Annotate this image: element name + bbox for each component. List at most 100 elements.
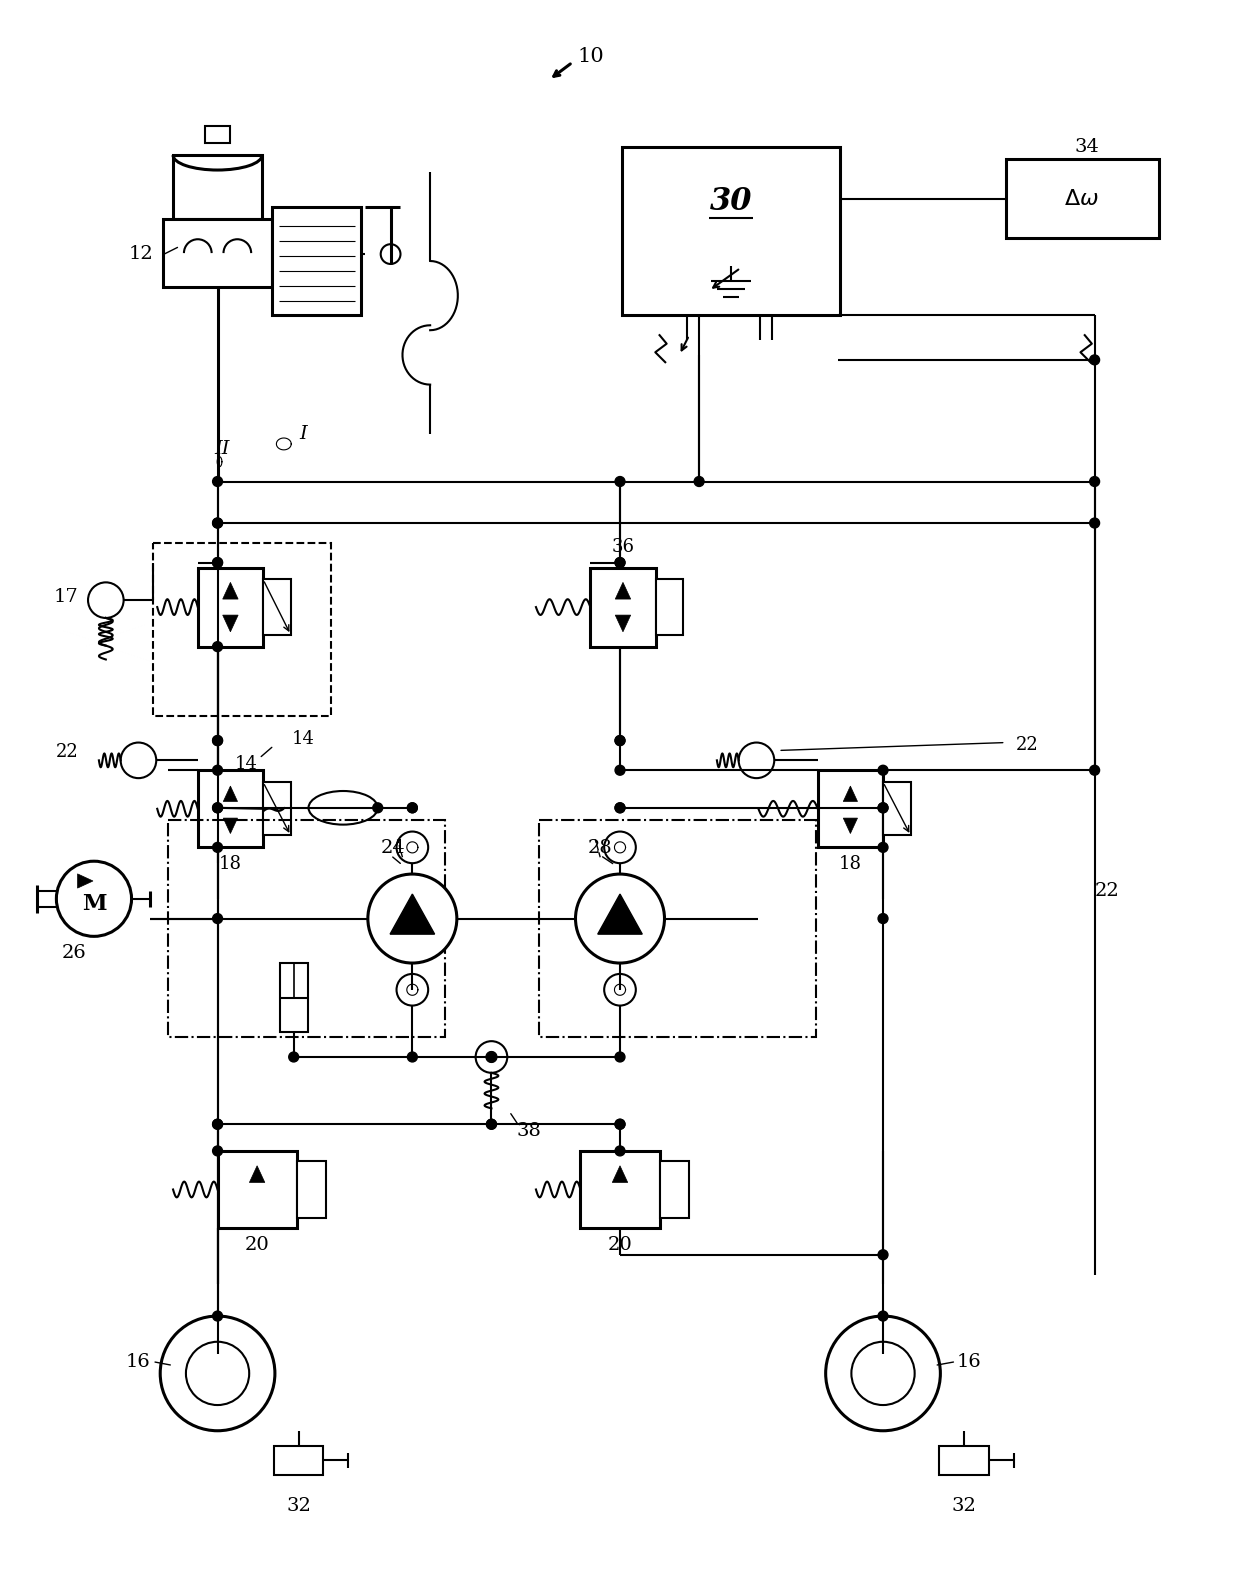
Bar (296, 1161, 326, 1218)
Text: 10: 10 (577, 47, 604, 66)
Text: 12: 12 (129, 245, 154, 263)
Bar (217, 1152, 296, 1228)
Circle shape (878, 1250, 888, 1259)
Circle shape (615, 1145, 625, 1156)
Text: 14: 14 (291, 729, 315, 748)
Bar (198, 568, 263, 647)
Circle shape (486, 1120, 496, 1130)
Text: 22: 22 (56, 744, 78, 761)
Circle shape (212, 517, 222, 528)
Text: M: M (82, 892, 107, 914)
Circle shape (615, 766, 625, 775)
Circle shape (408, 804, 418, 813)
Bar (590, 568, 656, 647)
Circle shape (408, 1052, 418, 1062)
Text: 20: 20 (608, 1236, 632, 1255)
Circle shape (878, 804, 888, 813)
Polygon shape (843, 818, 858, 834)
Bar (817, 770, 883, 848)
Circle shape (615, 1120, 625, 1130)
Polygon shape (223, 786, 238, 802)
Circle shape (373, 804, 383, 813)
Polygon shape (598, 894, 642, 933)
Circle shape (878, 1311, 888, 1321)
Polygon shape (249, 1166, 265, 1182)
Circle shape (615, 476, 625, 486)
Bar (274, 1446, 324, 1476)
Circle shape (212, 766, 222, 775)
Bar (940, 1446, 988, 1476)
Circle shape (615, 557, 625, 568)
Circle shape (486, 1052, 496, 1062)
Circle shape (56, 861, 131, 937)
Bar (164, 220, 272, 286)
Circle shape (212, 642, 222, 652)
Circle shape (1090, 354, 1100, 365)
Circle shape (289, 1052, 299, 1062)
Text: 16: 16 (956, 1353, 981, 1370)
Circle shape (878, 843, 888, 853)
Bar (154, 543, 331, 715)
Bar (205, 125, 231, 144)
Polygon shape (78, 873, 93, 888)
Circle shape (615, 557, 625, 568)
Circle shape (615, 736, 625, 745)
Text: 24: 24 (381, 838, 405, 857)
Bar (622, 147, 839, 315)
Bar (580, 1152, 660, 1228)
Circle shape (615, 804, 625, 813)
Polygon shape (615, 582, 631, 600)
Polygon shape (843, 786, 858, 802)
Text: $\Delta\omega$: $\Delta\omega$ (1064, 188, 1099, 210)
Text: 36: 36 (611, 538, 635, 555)
Circle shape (878, 804, 888, 813)
Circle shape (212, 1145, 222, 1156)
Circle shape (615, 1052, 625, 1062)
Polygon shape (223, 582, 238, 600)
Text: I: I (300, 426, 308, 443)
Text: 22: 22 (1095, 881, 1120, 900)
Circle shape (878, 766, 888, 775)
Polygon shape (615, 615, 631, 631)
Circle shape (212, 1120, 222, 1130)
Circle shape (486, 1120, 496, 1130)
Text: 34: 34 (1074, 138, 1099, 157)
Polygon shape (223, 615, 238, 631)
Bar (263, 579, 290, 634)
Circle shape (212, 517, 222, 528)
Circle shape (408, 804, 418, 813)
Bar (883, 782, 910, 835)
Circle shape (615, 736, 625, 745)
Text: 32: 32 (286, 1497, 311, 1516)
Text: II: II (215, 440, 231, 457)
Bar (660, 1161, 689, 1218)
Circle shape (1090, 766, 1100, 775)
Bar (272, 207, 361, 315)
Text: 14: 14 (234, 755, 258, 774)
Text: 32: 32 (951, 1497, 977, 1516)
Circle shape (368, 875, 456, 963)
Text: 18: 18 (839, 856, 862, 873)
Circle shape (212, 1120, 222, 1130)
Circle shape (212, 1311, 222, 1321)
Bar (539, 819, 816, 1038)
Text: 16: 16 (125, 1353, 150, 1370)
Circle shape (212, 843, 222, 853)
Text: 22: 22 (1016, 736, 1038, 753)
Circle shape (878, 914, 888, 924)
Circle shape (212, 914, 222, 924)
Circle shape (212, 804, 222, 813)
Text: 38: 38 (516, 1122, 541, 1141)
Circle shape (212, 804, 222, 813)
Text: 18: 18 (219, 856, 242, 873)
Circle shape (694, 476, 704, 486)
Circle shape (212, 736, 222, 745)
Text: 26: 26 (62, 944, 87, 962)
Bar (1006, 160, 1159, 239)
FancyArrowPatch shape (162, 247, 177, 255)
Circle shape (615, 1120, 625, 1130)
Circle shape (575, 875, 665, 963)
Text: 17: 17 (53, 589, 78, 606)
Circle shape (1090, 517, 1100, 528)
Polygon shape (223, 818, 238, 834)
